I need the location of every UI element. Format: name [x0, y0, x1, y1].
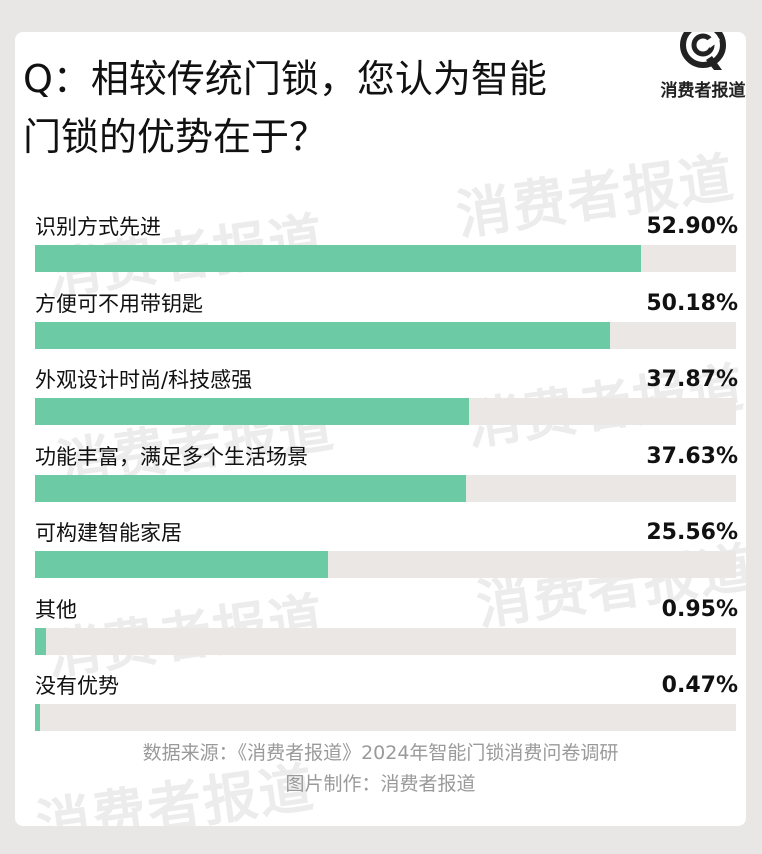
bar-row: 识别方式先进 52.90% — [35, 210, 738, 287]
chart-card: 消费者报道 消费者报道 消费者报道 消费者报道 消费者报道 消费者报道 消费者报… — [15, 32, 746, 826]
bar — [35, 245, 641, 272]
category-label: 外观设计时尚/科技感强 — [35, 368, 253, 392]
logo-q-icon — [680, 32, 726, 70]
bar — [35, 398, 469, 425]
source-line-1: 数据来源：《消费者报道》2024年智能门锁消费问卷调研 — [142, 742, 619, 764]
bar — [35, 551, 328, 578]
bar-track — [35, 551, 736, 578]
category-label: 没有优势 — [35, 674, 119, 698]
title-line-1: Q：相较传统门锁，您认为智能 — [23, 57, 547, 101]
value-label: 52.90% — [646, 214, 738, 239]
category-label: 可构建智能家居 — [35, 521, 182, 545]
source-note: 数据来源：《消费者报道》2024年智能门锁消费问卷调研 图片制作：消费者报道 — [15, 738, 746, 800]
bar — [35, 321, 610, 349]
brand-logo: 消费者报道 — [660, 32, 746, 108]
title-line-2: 门锁的优势在于？ — [23, 115, 328, 159]
value-label: 50.18% — [646, 290, 738, 316]
bar-chart: 识别方式先进 52.90% 方便可不用带钥匙 50.18% 外观设计时尚/科技感强 37.… — [35, 210, 738, 746]
bar-track — [35, 245, 736, 272]
bar-track — [35, 321, 736, 349]
bar-row: 可构建智能家居 25.56% — [35, 516, 738, 593]
value-label: 37.87% — [646, 367, 738, 392]
bar-row: 方便可不用带钥匙 50.18% — [35, 287, 738, 364]
logo-text: 消费者报道 — [660, 81, 746, 101]
value-label: 0.95% — [661, 596, 738, 622]
category-label: 方便可不用带钥匙 — [35, 291, 203, 316]
bar — [35, 627, 46, 655]
bar-row: 其他 0.95% — [35, 593, 738, 670]
bar-row: 功能丰富，满足多个生活场景 37.63% — [35, 440, 738, 517]
chart-title: Q：相较传统门锁，您认为智能 门锁的优势在于？ — [23, 50, 663, 166]
value-label: 0.47% — [661, 673, 738, 698]
bar-track — [35, 704, 736, 731]
bar-track — [35, 627, 736, 655]
category-label: 功能丰富，满足多个生活场景 — [35, 444, 308, 469]
bar-row: 外观设计时尚/科技感强 37.87% — [35, 363, 738, 440]
source-line-2: 图片制作：消费者报道 — [285, 773, 476, 795]
category-label: 其他 — [35, 597, 77, 622]
bar-track — [35, 398, 736, 425]
bar — [35, 704, 41, 731]
value-label: 25.56% — [646, 520, 738, 545]
bar-track — [35, 474, 736, 502]
bar-row: 没有优势 0.47% — [35, 669, 738, 746]
value-label: 37.63% — [646, 443, 738, 469]
category-label: 识别方式先进 — [35, 215, 161, 239]
bar — [35, 474, 467, 502]
